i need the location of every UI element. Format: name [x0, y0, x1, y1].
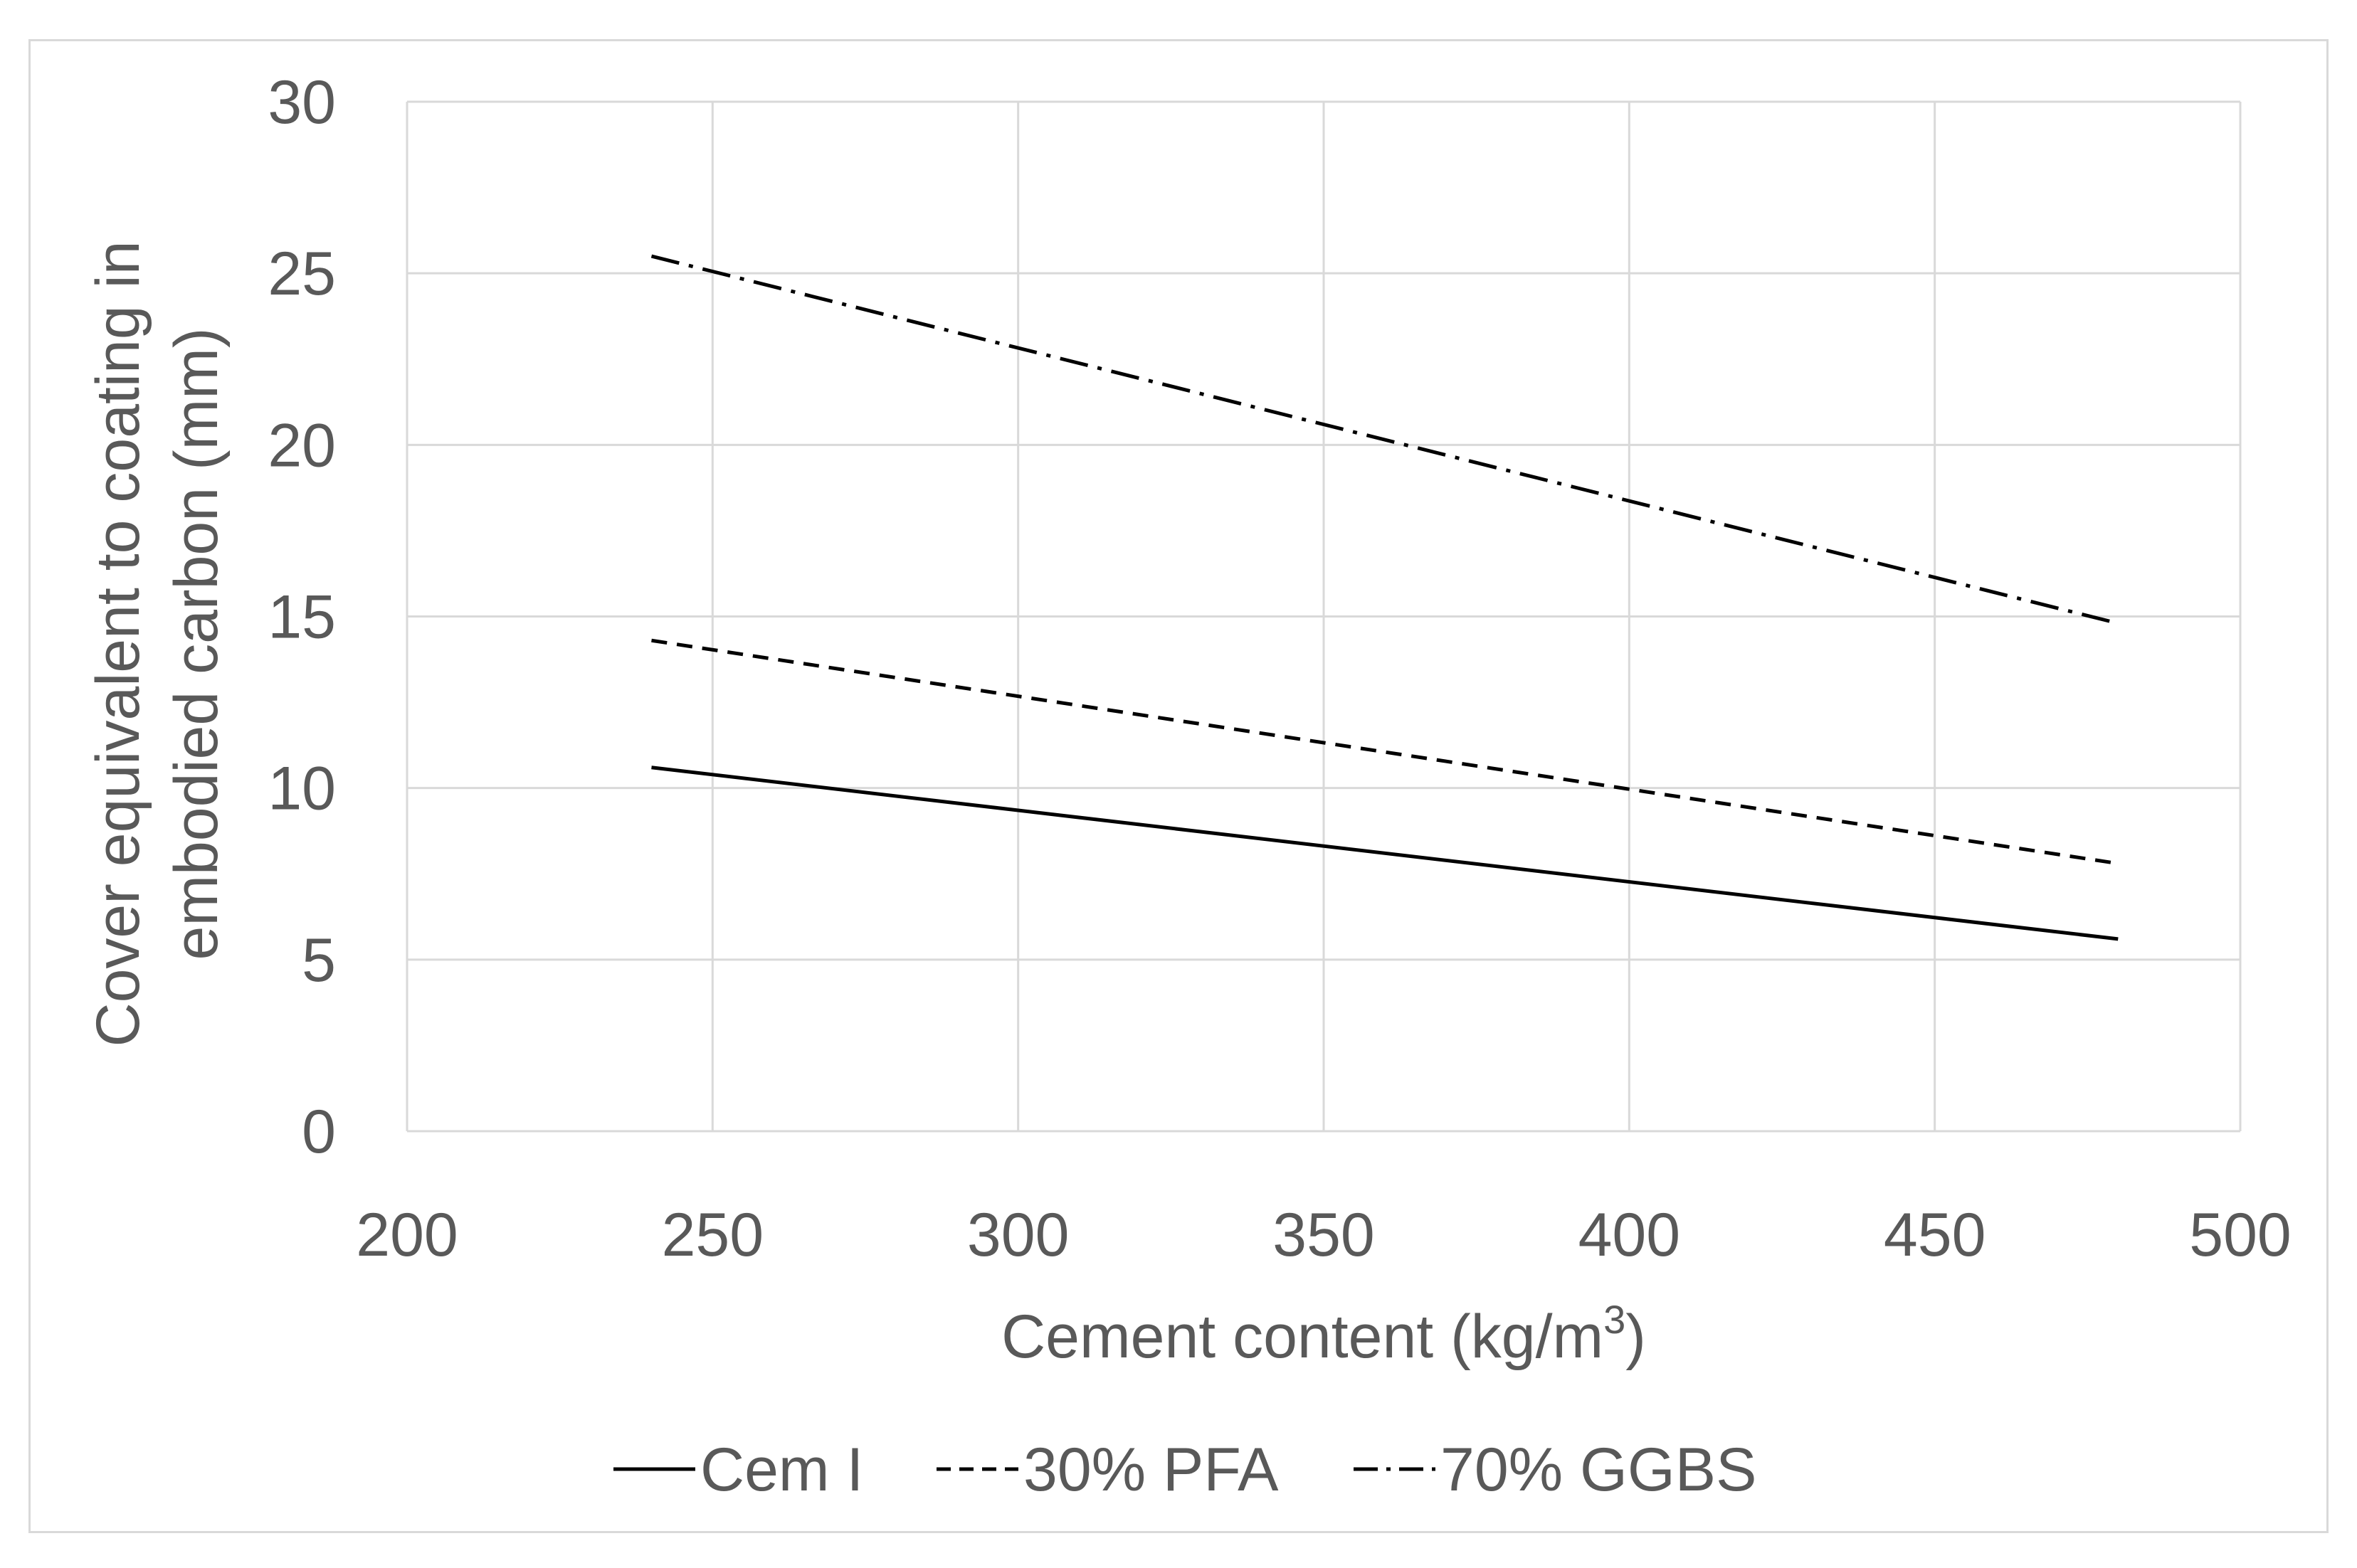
x-tick-label: 400: [1578, 1201, 1681, 1269]
x-axis-title-superscript: 3: [1603, 1297, 1625, 1342]
x-tick-label: 500: [2189, 1201, 2292, 1269]
x-tick-label: 250: [662, 1201, 764, 1269]
x-axis-title-main: Cement content (kg/m: [1001, 1303, 1603, 1371]
series-lines: [650, 254, 2119, 941]
x-tick-label: 350: [1272, 1201, 1375, 1269]
y-axis-title-line-1: Cover equivalent to coating in: [84, 240, 152, 1047]
y-tick-label: 30: [268, 68, 336, 137]
y-axis-title-line-2: embodied carbon (mm): [162, 327, 231, 960]
y-tick-label: 5: [302, 926, 336, 995]
x-axis-ticks: 200 250 300 350 400 450 500: [356, 1201, 2292, 1269]
x-axis-title: Cement content (kg/m3): [1001, 1297, 1646, 1371]
x-tick-label: 450: [1884, 1201, 1986, 1269]
y-tick-label: 0: [302, 1098, 336, 1166]
series-line-cem-i: [651, 766, 2119, 941]
x-axis-title-suffix: ): [1625, 1303, 1646, 1371]
series-line-30-pfa: [651, 638, 2119, 866]
legend-label: 70% GGBS: [1440, 1436, 1757, 1504]
y-tick-label: 25: [268, 240, 336, 308]
y-axis-ticks: 0 5 10 15 20 25 30: [268, 68, 336, 1166]
chart-frame: [28, 39, 2329, 1533]
legend-label: Cem I: [700, 1436, 863, 1504]
x-tick-label: 300: [967, 1201, 1070, 1269]
x-tick-label: 200: [356, 1201, 458, 1269]
legend: Cem I 30% PFA 70% GGBS: [613, 1436, 1757, 1504]
grid: [406, 100, 2242, 1133]
y-tick-label: 10: [268, 755, 336, 823]
legend-label: 30% PFA: [1023, 1436, 1279, 1504]
y-tick-label: 15: [268, 583, 336, 652]
series-line-70-ggbs: [650, 254, 2119, 625]
y-tick-label: 20: [268, 411, 336, 480]
